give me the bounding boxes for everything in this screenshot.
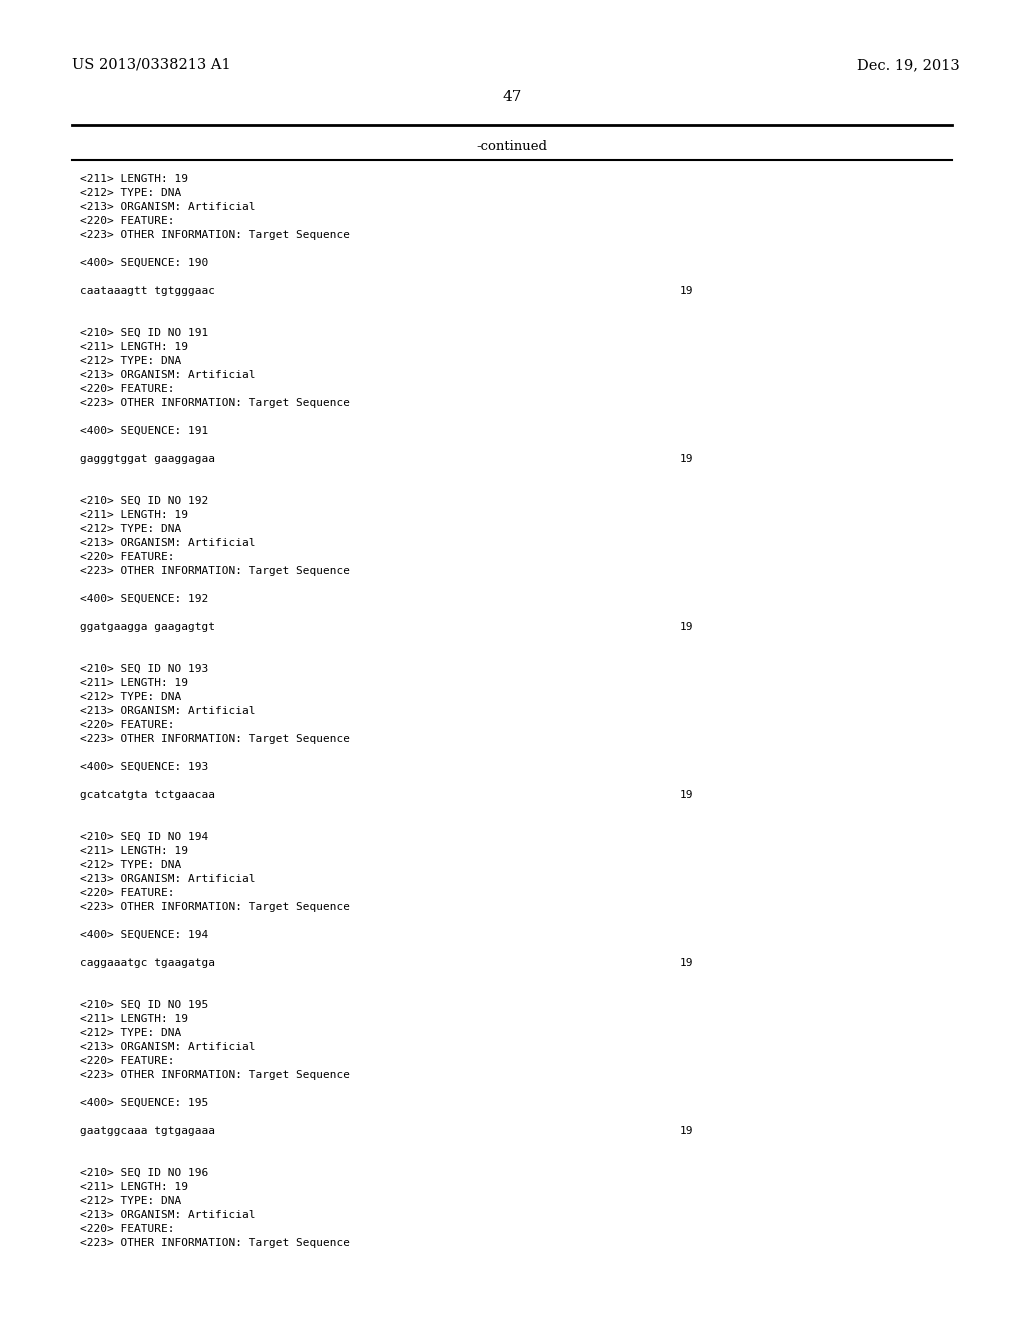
Text: <212> TYPE: DNA: <212> TYPE: DNA xyxy=(80,356,181,366)
Text: <400> SEQUENCE: 194: <400> SEQUENCE: 194 xyxy=(80,931,208,940)
Text: <223> OTHER INFORMATION: Target Sequence: <223> OTHER INFORMATION: Target Sequence xyxy=(80,566,350,576)
Text: <211> LENGTH: 19: <211> LENGTH: 19 xyxy=(80,174,188,183)
Text: <213> ORGANISM: Artificial: <213> ORGANISM: Artificial xyxy=(80,202,256,213)
Text: caataaagtt tgtgggaac: caataaagtt tgtgggaac xyxy=(80,286,215,296)
Text: <220> FEATURE:: <220> FEATURE: xyxy=(80,1056,174,1067)
Text: <223> OTHER INFORMATION: Target Sequence: <223> OTHER INFORMATION: Target Sequence xyxy=(80,1238,350,1247)
Text: <211> LENGTH: 19: <211> LENGTH: 19 xyxy=(80,1181,188,1192)
Text: 19: 19 xyxy=(680,958,693,968)
Text: <210> SEQ ID NO 192: <210> SEQ ID NO 192 xyxy=(80,496,208,506)
Text: 19: 19 xyxy=(680,789,693,800)
Text: <213> ORGANISM: Artificial: <213> ORGANISM: Artificial xyxy=(80,706,256,715)
Text: <213> ORGANISM: Artificial: <213> ORGANISM: Artificial xyxy=(80,539,256,548)
Text: <212> TYPE: DNA: <212> TYPE: DNA xyxy=(80,524,181,535)
Text: <213> ORGANISM: Artificial: <213> ORGANISM: Artificial xyxy=(80,1210,256,1220)
Text: <400> SEQUENCE: 190: <400> SEQUENCE: 190 xyxy=(80,257,208,268)
Text: <210> SEQ ID NO 194: <210> SEQ ID NO 194 xyxy=(80,832,208,842)
Text: <213> ORGANISM: Artificial: <213> ORGANISM: Artificial xyxy=(80,1041,256,1052)
Text: <223> OTHER INFORMATION: Target Sequence: <223> OTHER INFORMATION: Target Sequence xyxy=(80,734,350,744)
Text: <220> FEATURE:: <220> FEATURE: xyxy=(80,384,174,393)
Text: <220> FEATURE:: <220> FEATURE: xyxy=(80,552,174,562)
Text: caggaaatgc tgaagatga: caggaaatgc tgaagatga xyxy=(80,958,215,968)
Text: <223> OTHER INFORMATION: Target Sequence: <223> OTHER INFORMATION: Target Sequence xyxy=(80,902,350,912)
Text: <211> LENGTH: 19: <211> LENGTH: 19 xyxy=(80,342,188,352)
Text: <212> TYPE: DNA: <212> TYPE: DNA xyxy=(80,187,181,198)
Text: <212> TYPE: DNA: <212> TYPE: DNA xyxy=(80,1196,181,1206)
Text: 19: 19 xyxy=(680,622,693,632)
Text: -continued: -continued xyxy=(476,140,548,153)
Text: <220> FEATURE:: <220> FEATURE: xyxy=(80,888,174,898)
Text: <400> SEQUENCE: 195: <400> SEQUENCE: 195 xyxy=(80,1098,208,1107)
Text: 47: 47 xyxy=(503,90,521,104)
Text: 19: 19 xyxy=(680,1126,693,1137)
Text: <210> SEQ ID NO 196: <210> SEQ ID NO 196 xyxy=(80,1168,208,1177)
Text: ggatgaagga gaagagtgt: ggatgaagga gaagagtgt xyxy=(80,622,215,632)
Text: <400> SEQUENCE: 193: <400> SEQUENCE: 193 xyxy=(80,762,208,772)
Text: 19: 19 xyxy=(680,286,693,296)
Text: <212> TYPE: DNA: <212> TYPE: DNA xyxy=(80,1028,181,1038)
Text: <400> SEQUENCE: 191: <400> SEQUENCE: 191 xyxy=(80,426,208,436)
Text: <211> LENGTH: 19: <211> LENGTH: 19 xyxy=(80,510,188,520)
Text: gcatcatgta tctgaacaa: gcatcatgta tctgaacaa xyxy=(80,789,215,800)
Text: <220> FEATURE:: <220> FEATURE: xyxy=(80,1224,174,1234)
Text: <213> ORGANISM: Artificial: <213> ORGANISM: Artificial xyxy=(80,370,256,380)
Text: <211> LENGTH: 19: <211> LENGTH: 19 xyxy=(80,846,188,855)
Text: <210> SEQ ID NO 195: <210> SEQ ID NO 195 xyxy=(80,1001,208,1010)
Text: <210> SEQ ID NO 193: <210> SEQ ID NO 193 xyxy=(80,664,208,675)
Text: <220> FEATURE:: <220> FEATURE: xyxy=(80,216,174,226)
Text: <210> SEQ ID NO 191: <210> SEQ ID NO 191 xyxy=(80,327,208,338)
Text: <223> OTHER INFORMATION: Target Sequence: <223> OTHER INFORMATION: Target Sequence xyxy=(80,1071,350,1080)
Text: <400> SEQUENCE: 192: <400> SEQUENCE: 192 xyxy=(80,594,208,605)
Text: <211> LENGTH: 19: <211> LENGTH: 19 xyxy=(80,1014,188,1024)
Text: <213> ORGANISM: Artificial: <213> ORGANISM: Artificial xyxy=(80,874,256,884)
Text: <223> OTHER INFORMATION: Target Sequence: <223> OTHER INFORMATION: Target Sequence xyxy=(80,399,350,408)
Text: gaatggcaaa tgtgagaaa: gaatggcaaa tgtgagaaa xyxy=(80,1126,215,1137)
Text: 19: 19 xyxy=(680,454,693,465)
Text: <212> TYPE: DNA: <212> TYPE: DNA xyxy=(80,861,181,870)
Text: gagggtggat gaaggagaa: gagggtggat gaaggagaa xyxy=(80,454,215,465)
Text: <223> OTHER INFORMATION: Target Sequence: <223> OTHER INFORMATION: Target Sequence xyxy=(80,230,350,240)
Text: <220> FEATURE:: <220> FEATURE: xyxy=(80,719,174,730)
Text: Dec. 19, 2013: Dec. 19, 2013 xyxy=(857,58,961,73)
Text: US 2013/0338213 A1: US 2013/0338213 A1 xyxy=(72,58,230,73)
Text: <211> LENGTH: 19: <211> LENGTH: 19 xyxy=(80,678,188,688)
Text: <212> TYPE: DNA: <212> TYPE: DNA xyxy=(80,692,181,702)
